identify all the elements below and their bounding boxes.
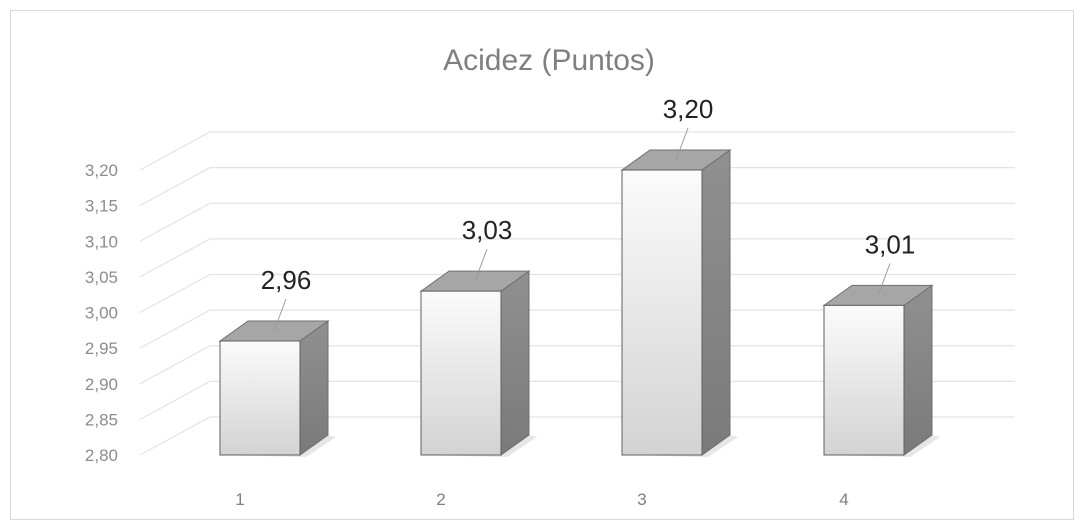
gridline <box>139 131 1015 171</box>
x-category-label: 3 <box>637 490 646 509</box>
y-tick-label: 2,90 <box>85 375 118 394</box>
bar <box>822 284 940 457</box>
data-label-leader <box>675 127 689 161</box>
data-label-leader <box>474 248 488 282</box>
bar <box>620 149 738 457</box>
y-tick-label: 3,00 <box>85 304 118 323</box>
bar-side <box>299 320 329 456</box>
bar-side <box>903 284 933 456</box>
data-label: 2,96 <box>261 265 312 295</box>
y-tick-label: 2,95 <box>85 339 118 358</box>
bar-front <box>621 169 703 456</box>
bar <box>218 320 336 457</box>
bar-shadow <box>421 435 537 457</box>
bar-front <box>219 340 301 456</box>
gridline <box>139 309 1015 349</box>
gridline <box>139 238 1015 278</box>
bar-front <box>823 304 905 456</box>
y-tick-label: 2,85 <box>85 410 118 429</box>
gridline <box>139 167 1015 207</box>
x-category-label: 4 <box>839 490 848 509</box>
bar <box>419 270 537 457</box>
bar-shadow <box>622 435 738 457</box>
data-label: 3,01 <box>865 229 916 259</box>
y-tick-label: 3,05 <box>85 268 118 287</box>
gridline <box>139 202 1015 242</box>
data-label: 3,20 <box>663 94 714 124</box>
gridline <box>139 380 1015 420</box>
gridline <box>139 273 1015 314</box>
gridline <box>139 416 1015 456</box>
bar-front <box>420 290 502 456</box>
chart-title: Acidez (Puntos) <box>443 44 655 77</box>
y-tick-label: 2,80 <box>85 446 118 465</box>
bar-shadow <box>220 435 336 457</box>
y-tick-label: 3,10 <box>85 232 118 251</box>
x-category-label: 2 <box>436 490 445 509</box>
data-label-leader <box>273 298 287 332</box>
bar-shadow <box>824 435 940 457</box>
y-tick-label: 3,20 <box>85 161 118 180</box>
bar-side <box>500 270 530 456</box>
data-label-leader <box>877 263 891 296</box>
bar-side <box>701 149 731 456</box>
x-category-label: 1 <box>235 490 244 509</box>
y-tick-label: 3,15 <box>85 197 118 216</box>
gridline <box>139 345 1015 385</box>
data-label: 3,03 <box>462 215 513 245</box>
